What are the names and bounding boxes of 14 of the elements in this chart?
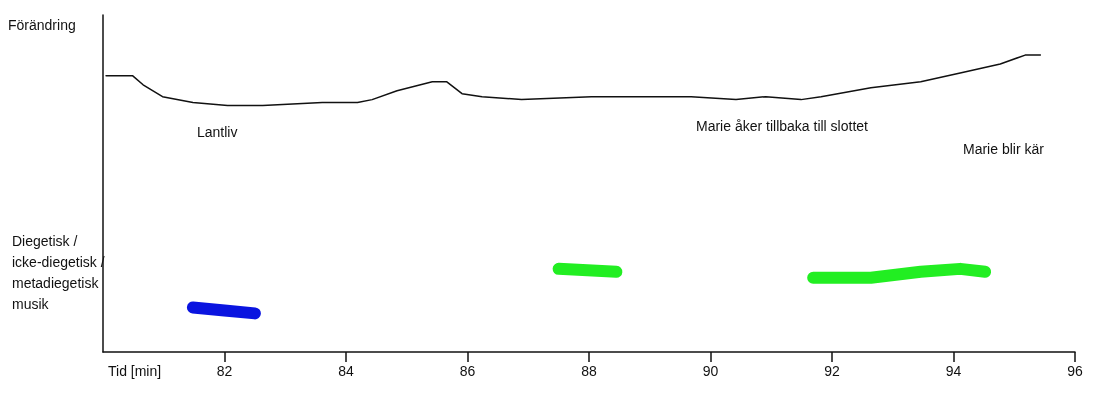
- x-tick-label: 94: [945, 363, 962, 379]
- x-tick-label: 86: [459, 363, 476, 379]
- x-tick-label: 84: [338, 363, 354, 379]
- annotation: Marie åker tillbaka till slottet: [696, 117, 869, 134]
- x-tick-label: 90: [702, 363, 719, 379]
- x-axis-title: Tid [min]: [108, 363, 162, 379]
- y-axis-title: Förändring: [8, 17, 76, 33]
- x-tick-label: 82: [216, 363, 233, 379]
- x-tick-label: 92: [824, 363, 840, 379]
- annotation: Marie blir kär: [963, 140, 1045, 157]
- x-tick-label: 96: [1067, 363, 1083, 379]
- x-tick-label: 88: [581, 363, 597, 379]
- annotation: Diegetisk / icke-diegetisk / metadiegetisk musik: [12, 232, 105, 312]
- annotation: Lantliv: [197, 123, 238, 140]
